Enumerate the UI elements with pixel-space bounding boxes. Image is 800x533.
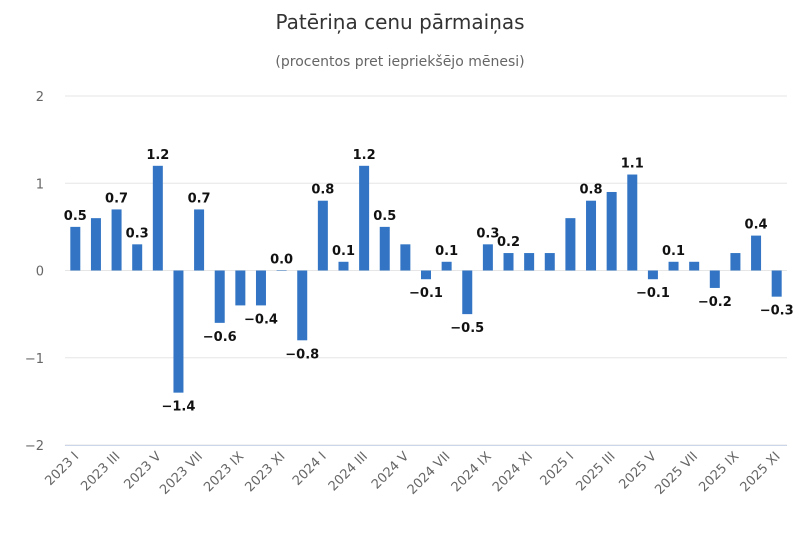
x-tick-label: 2023 VII [157,449,206,498]
data-label: 0.1 [435,244,458,259]
data-label: −0.1 [636,286,670,301]
bar [503,253,514,271]
y-tick-label: 0 [36,265,44,280]
x-tick-label: 2024 III [326,449,371,494]
data-label: −1.4 [161,400,195,415]
data-label: −0.2 [698,295,732,310]
x-tick-label: 2025 XI [738,449,784,495]
bar [235,270,246,306]
bar [194,209,205,271]
bar [627,174,638,271]
bar [173,270,184,393]
chart-title: Patēriņa cenu pārmaiņas [275,10,525,34]
bar [90,218,101,271]
bar [730,253,741,271]
data-label: 0.0 [270,253,293,268]
bar [544,253,555,271]
bar [709,270,720,288]
bar [400,244,411,271]
x-tick-label: 2023 I [43,449,83,489]
y-tick-label: −1 [25,352,44,367]
x-tick-label: 2023 III [78,449,123,494]
bar [668,261,679,271]
x-tick-label: 2025 III [573,449,618,494]
data-label: −0.6 [203,330,237,345]
data-label: 0.4 [745,218,768,233]
data-label: −0.4 [244,312,278,327]
data-label: −0.3 [760,304,794,319]
bar [421,270,431,280]
data-label: 0.8 [311,183,334,198]
data-label: 0.1 [662,244,685,259]
bar [132,244,143,271]
data-label: 1.2 [353,148,376,163]
x-tick-label: 2024 IX [449,449,495,495]
data-label: −0.5 [450,321,484,336]
data-label: 0.2 [497,235,520,250]
data-label: 0.7 [105,191,128,206]
bar [751,235,762,271]
bar [586,200,597,271]
data-label: 1.2 [146,148,169,163]
data-label: 0.7 [188,191,211,206]
data-label: 0.1 [332,244,355,259]
data-label: 0.3 [126,226,149,241]
bar [441,261,452,271]
bar [565,218,576,271]
data-label: 0.5 [64,209,87,224]
data-label: 0.3 [476,226,499,241]
data-label: 0.8 [580,183,603,198]
y-tick-label: −2 [25,439,44,454]
bar [111,209,122,271]
x-tick-label: 2025 IX [696,449,742,495]
bar [379,226,390,271]
data-label: −0.8 [285,347,319,362]
bar [689,261,700,271]
x-tick-label: 2024 XI [490,449,536,495]
bar [338,261,349,271]
chart-subtitle: (procentos pret iepriekšējo mēnesi) [275,54,525,70]
x-tick-label: 2023 XI [242,449,288,495]
bar [462,270,473,315]
data-label: 1.1 [621,157,644,172]
bar [255,270,266,306]
bar [482,244,493,271]
data-label: 0.5 [373,209,396,224]
bar [524,253,535,271]
bar [647,270,658,280]
bar [276,270,287,271]
bar [152,165,163,271]
bar [606,191,617,271]
x-tick-label: 2024 VII [405,449,454,498]
bar [70,226,81,271]
x-tick-label: 2025 I [538,449,578,489]
bar [771,270,782,297]
x-tick-label: 2025 VII [652,449,701,498]
bar [359,165,370,271]
bar [214,270,225,323]
bar [297,270,308,341]
y-tick-label: 1 [36,177,44,192]
y-tick-label: 2 [36,90,44,105]
data-label: −0.1 [409,286,443,301]
x-tick-label: 2023 IX [201,449,247,495]
bar [317,200,328,271]
x-tick-label: 2024 I [290,449,330,489]
